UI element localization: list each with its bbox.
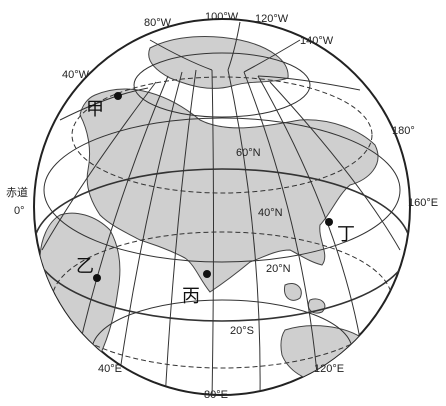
label-80e: 80°E (204, 389, 228, 401)
label-60n: 60°N (236, 147, 261, 159)
label-140w: 140°W (300, 35, 334, 47)
parallel-20n (43, 117, 401, 263)
meridian-160e (269, 81, 401, 251)
meridian-top-b (227, 21, 241, 71)
parallel-40n (71, 76, 373, 194)
meridian-top-a (149, 39, 213, 71)
point-bing-label: 丙 (182, 286, 200, 307)
parallel-60n (133, 52, 311, 118)
label-160e: 160°E (408, 197, 438, 209)
meridian-140e (257, 75, 363, 351)
meridian-top-c (243, 39, 301, 73)
point-yi-marker (93, 274, 101, 282)
meridian-20e (77, 75, 169, 353)
meridian-100e (227, 69, 261, 395)
meridian-120e (243, 71, 319, 386)
point-ding-label: 丁 (337, 224, 355, 245)
point-yi-label: 乙 (76, 256, 94, 277)
label-40n: 40°N (258, 207, 283, 219)
point-jia-marker (114, 92, 122, 100)
equator-degree-label: 0° (14, 205, 25, 217)
meridian-0 (41, 81, 157, 251)
label-100w: 100°W (205, 11, 239, 23)
arctic-landmass (148, 35, 289, 89)
label-80w: 80°W (144, 17, 172, 29)
meridian-40e (117, 71, 183, 386)
label-180: 180° (392, 125, 415, 137)
label-40e: 40°E (98, 363, 122, 375)
point-bing-marker (203, 270, 211, 278)
label-120w: 120°W (255, 13, 289, 25)
point-ding-marker (325, 218, 333, 226)
meridian-20w (59, 87, 149, 121)
equator-label: 赤道 (6, 185, 28, 199)
label-40w: 40°W (62, 69, 90, 81)
meridian-top-d (257, 75, 361, 91)
meridian-60e (164, 69, 197, 395)
eurasia-landmass (79, 88, 379, 293)
parallel-equator (34, 168, 410, 322)
label-20s: 20°S (230, 325, 254, 337)
label-20n: 20°N (266, 263, 291, 275)
meridian-80e (211, 69, 214, 395)
point-jia-label: 甲 (86, 99, 104, 120)
label-120e: 120°E (314, 363, 344, 375)
